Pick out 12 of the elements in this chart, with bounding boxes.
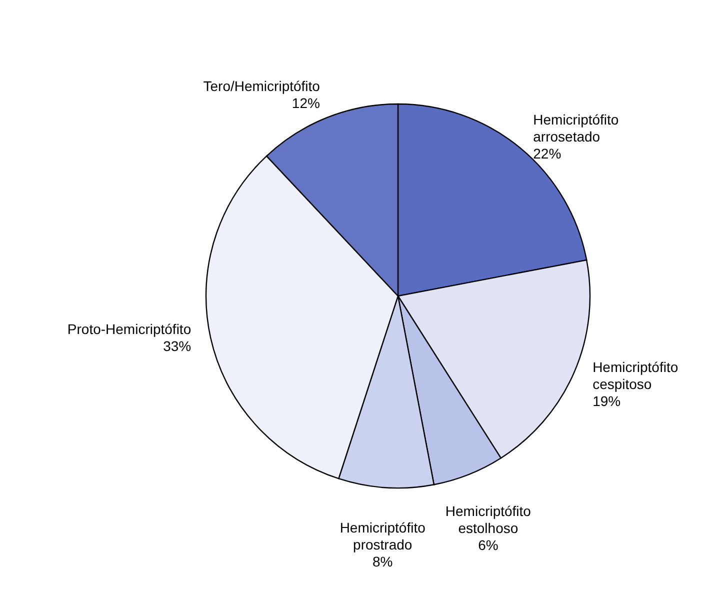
slice-label: Proto-Hemicriptófito: [67, 321, 192, 338]
slice-label: Hemicriptófito cespitoso: [592, 359, 678, 392]
data-label: 6%: [478, 536, 498, 553]
slice-label: Tero/Hemicriptófito: [203, 78, 320, 94]
slice-label: Hemicriptófito arrosetado: [533, 112, 619, 145]
data-label: 12%: [292, 94, 320, 111]
data-label: 33%: [163, 338, 192, 354]
data-label: 22%: [533, 146, 562, 162]
data-label: 8%: [372, 554, 393, 570]
data-label: 19%: [592, 393, 621, 410]
slice-label: Hemicriptófito estolhoso: [445, 502, 532, 536]
slice-label: Hemicriptófito prostrado: [340, 520, 426, 553]
